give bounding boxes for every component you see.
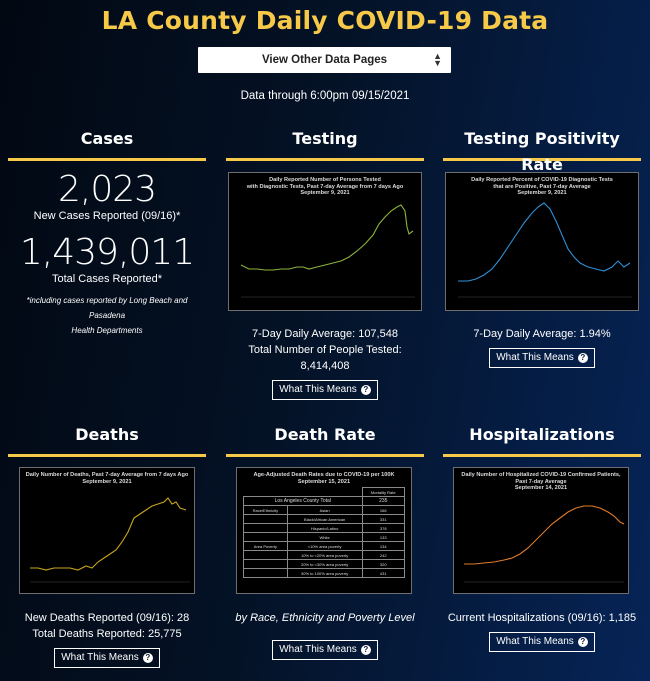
testing-stats: 7-Day Daily Average: 107,548 Total Numbe… [226,326,424,400]
deaths-what-this-means-label: What This Means [61,652,139,663]
hospitalizations-what-this-means-label: What This Means [496,636,574,647]
table-row: 30% to 100% area poverty 431 [243,568,405,578]
cases-footnote-2: Health Departments [71,326,143,335]
hospitalizations-stats: Current Hospitalizations (09/16): 1,185 … [443,610,641,652]
hospitalizations-chart-title-1: Daily Number of Hospitalized COVID-19 Co… [461,472,621,478]
hospitalizations-series-line [464,505,625,565]
page-title: LA County Daily COVID-19 Data [101,6,549,35]
testing-chart-title-2: with Diagnostic Tests, Past 7-day Averag… [246,183,404,190]
deaths-panel: Deaths [8,422,206,457]
death-rate-table: Mortality Rate Los Angeles County Total … [243,487,405,578]
table-row: 20% to <30% area poverty 320 [243,559,405,569]
data-pages-select[interactable]: View Other Data Pages ▲ ▼ [198,47,451,73]
death-rate-caption: by Race, Ethnicity and Poverty Level [235,612,415,624]
hospitalizations-what-this-means-button[interactable]: What This Means ? [489,631,595,652]
testing-panel: Testing [226,126,424,161]
question-icon: ? [360,644,371,655]
table-row: White 133 [243,532,405,542]
hospitalizations-stat-1: Current Hospitalizations (09/16): 1,185 [447,612,637,624]
testing-chart-title-3: September 9, 2021 [300,190,350,196]
testing-what-this-means-button[interactable]: What This Means ? [272,379,378,400]
hospitalizations-divider [443,454,641,457]
hospitalizations-chart[interactable]: Daily Number of Hospitalized COVID-19 Co… [453,467,629,594]
testing-chart[interactable]: Daily Reported Number of Persons Tested … [228,172,422,311]
positivity-chart-title-2: that are Positive, Past 7-day Average [493,183,591,190]
new-cases-count: 2,023 [57,169,157,210]
hospitalizations-chart-title-3: September 14, 2021 [514,485,568,491]
death-rate-what-this-means-label: What This Means [279,644,357,655]
positivity-chart[interactable]: Daily Reported Percent of COVID-19 Diagn… [445,172,639,311]
testing-stat-2: Total Number of People Tested: 8,414,408 [248,344,402,372]
total-cases-label: Total Cases Reported* [51,273,163,285]
death-rate-heading: Death Rate [274,425,376,444]
new-cases-label: New Cases Reported (09/16)* [33,210,181,222]
cases-footnote-1: *including cases reported by Long Beach … [26,296,188,320]
deaths-series-line [30,497,187,571]
death-rate-chart-title-2: September 15, 2021 [297,478,351,485]
testing-series-line [240,204,414,271]
cases-heading: Cases [80,129,134,148]
testing-heading: Testing [292,129,358,148]
deaths-chart[interactable]: Daily Number of Deaths, Past 7-day Avera… [19,467,195,594]
testing-stat-1: 7-Day Daily Average: 107,548 [252,328,398,340]
hospitalizations-chart-title-2: Past 7-day Average [515,478,567,485]
table-row: Black/African American 331 [243,514,405,524]
testing-what-this-means-label: What This Means [279,384,357,395]
positivity-stat-1: 7-Day Daily Average: 1.94% [473,328,611,340]
total-cases-count: 1,439,011 [19,232,195,273]
question-icon: ? [577,636,588,647]
death-rate-table-image[interactable]: Age-Adjusted Death Rates due to COVID-19… [236,467,412,594]
death-rate-total-value: 235 [361,496,405,506]
select-arrows-icon: ▲ ▼ [433,51,442,68]
death-rate-col-header: Mortality Rate [361,487,405,497]
table-row: 10% to <20% area poverty 242 [243,550,405,560]
table-row: Hispanic/Latino 378 [243,523,405,533]
question-icon: ? [577,352,588,363]
positivity-line-chart [458,202,632,298]
testing-chart-title-1: Daily Reported Number of Persons Tested [269,177,381,183]
death-rate-what-this-means-button[interactable]: What This Means ? [272,639,378,660]
testing-line-chart [240,204,415,298]
hospitalizations-heading: Hospitalizations [469,425,615,444]
death-rate-chart-title-1: Age-Adjusted Death Rates due to COVID-19… [253,472,395,478]
positivity-what-this-means-button[interactable]: What This Means ? [489,347,595,368]
deaths-stat-2: Total Deaths Reported: 25,775 [32,628,182,640]
death-rate-total-label: Los Angeles County Total [243,496,363,506]
deaths-stat-1: New Deaths Reported (09/16): 28 [24,612,190,624]
hospitalizations-panel: Hospitalizations [443,422,641,457]
table-row: Area Poverty <10% area poverty 134 [243,541,405,551]
positivity-heading: Testing Positivity Rate [464,129,620,174]
data-through-text: Data through 6:00pm 09/15/2021 [240,90,410,102]
deaths-divider [8,454,206,457]
deaths-heading: Deaths [75,425,139,444]
question-icon: ? [142,652,153,663]
data-pages-select-label: View Other Data Pages [261,54,388,66]
positivity-chart-title-3: September 9, 2021 [517,190,567,196]
death-rate-panel: Death Rate [226,422,424,457]
deaths-line-chart [30,497,190,583]
positivity-panel: Testing Positivity Rate [443,126,641,174]
positivity-stats: 7-Day Daily Average: 1.94% What This Mea… [443,326,641,368]
positivity-what-this-means-label: What This Means [496,352,574,363]
deaths-chart-title-1: Daily Number of Deaths, Past 7-day Avera… [25,472,189,478]
deaths-chart-title-2: September 9, 2021 [82,478,132,485]
hospitalizations-line-chart [464,505,625,583]
positivity-divider [443,158,641,161]
deaths-stats: New Deaths Reported (09/16): 28 Total De… [8,610,206,668]
deaths-what-this-means-button[interactable]: What This Means ? [54,647,160,668]
positivity-chart-title-1: Daily Reported Percent of COVID-19 Diagn… [471,177,613,183]
cases-divider [8,158,206,161]
cases-panel: Cases 2,023 New Cases Reported (09/16)* … [8,126,206,338]
positivity-series-line [458,202,631,282]
question-icon: ? [360,384,371,395]
table-row: Race/Ethnicity Asian 166 [243,505,405,515]
death-rate-divider [226,454,424,457]
death-rate-stats: by Race, Ethnicity and Poverty Level Wha… [226,610,424,660]
testing-divider [226,158,424,161]
